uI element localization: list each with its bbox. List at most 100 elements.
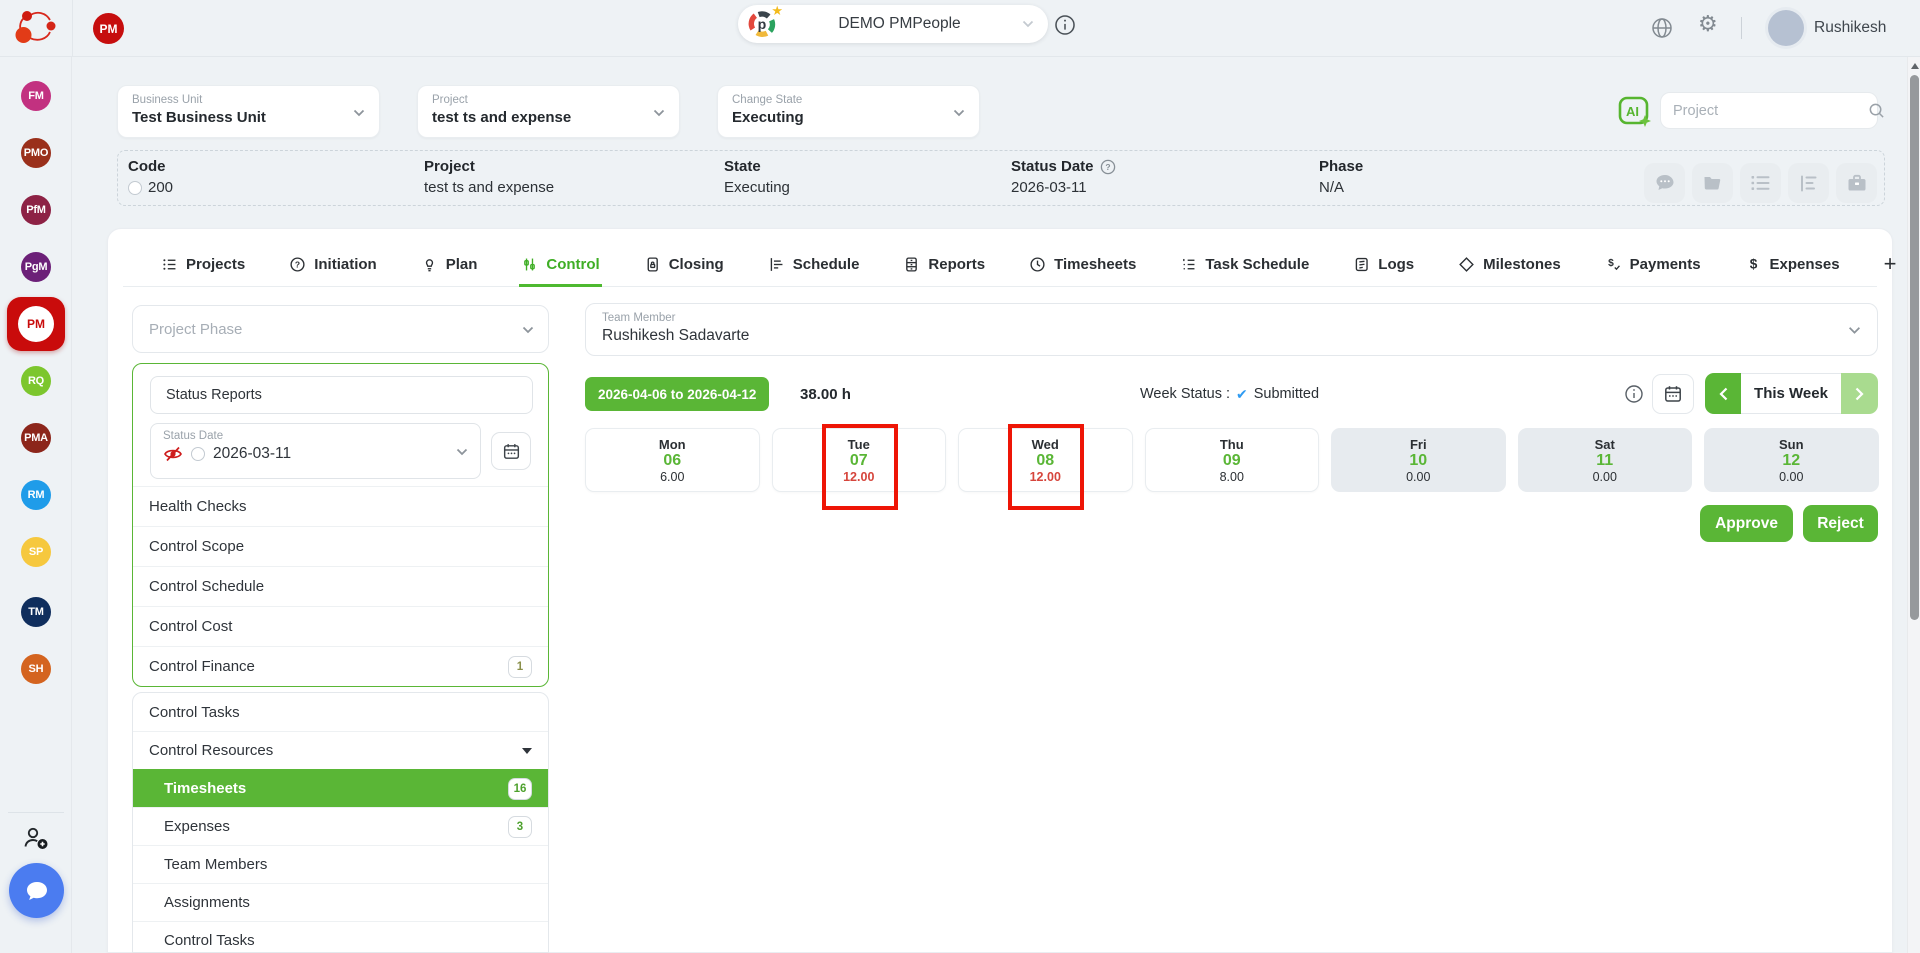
list-item-health-checks[interactable]: Health Checks [133,486,548,526]
tree-view-button[interactable] [1788,163,1829,203]
menu-item-control-resources[interactable]: Control Resources [133,731,548,769]
project-label: Project [432,94,468,106]
code-radio[interactable] [128,180,142,195]
previous-week-button[interactable] [1705,373,1741,414]
tab-plan[interactable]: Plan [419,243,480,287]
sidebar-role-tm[interactable]: TM [21,597,51,627]
page-scrollbar[interactable] [1907,57,1920,953]
tab-milestones[interactable]: Milestones [1456,243,1563,287]
status-date-dropdown[interactable]: Status Date 2026-03-11 [150,423,481,479]
header-separator [1741,17,1742,39]
search-icon[interactable] [1868,102,1885,119]
workspace-switcher[interactable]: p ★ DEMO PMPeople [738,3,1048,43]
workspace-info-icon[interactable] [1054,14,1076,36]
tab-projects[interactable]: Projects [159,243,247,287]
menu-item-assignments[interactable]: Assignments [133,883,548,921]
documents-folder-button[interactable] [1692,163,1733,203]
project-dropdown[interactable]: Project test ts and expense [417,85,680,138]
sidebar-bottom-divider [8,812,64,813]
sidebar-role-sh[interactable]: SH [21,654,51,684]
list-item-control-scope[interactable]: Control Scope [133,526,548,566]
user-avatar[interactable] [1768,10,1804,46]
status-date-label: Status Date [1011,158,1094,175]
tab-control[interactable]: Control [519,243,602,287]
count-badge: 3 [508,815,532,838]
sidebar-role-pmo[interactable]: PMO [21,138,51,168]
next-week-button-disabled[interactable] [1841,373,1878,414]
tab-label: Schedule [792,255,860,273]
chat-dots-icon [1656,175,1673,190]
status-reports-field[interactable]: Status Reports [150,376,533,414]
day-card-wed[interactable]: Wed 08 12.00 [958,424,1133,510]
tab-label: Milestones [1483,255,1561,273]
svg-text:$: $ [1749,256,1757,271]
sidebar-role-pfm[interactable]: PfM [21,195,51,225]
day-card-tue[interactable]: Tue 07 12.00 [771,424,946,510]
status-date-radio[interactable] [191,447,205,461]
tab-expenses[interactable]: $ Expenses [1743,243,1842,287]
project-phase-dropdown[interactable]: Project Phase [132,305,549,353]
sidebar-role-pm-active[interactable]: PM [7,297,65,351]
day-card-thu[interactable]: Thu 09 8.00 [1144,428,1319,492]
portfolio-button[interactable] [1836,163,1877,203]
sidebar-role-pma[interactable]: PMA [21,423,51,453]
sidebar-role-fm[interactable]: FM [21,81,51,111]
menu-item-team-members[interactable]: Team Members [133,845,548,883]
week-status: Week Status : ✔ Submitted [1140,386,1319,403]
tab-task-schedule[interactable]: Task Schedule [1178,243,1311,287]
reject-button[interactable]: Reject [1803,505,1878,542]
tab-reports[interactable]: Reports [901,243,987,287]
language-globe-icon[interactable] [1650,16,1674,40]
menu-item-timesheets-selected[interactable]: Timesheets 16 [133,769,548,807]
project-search-input[interactable] [1673,102,1860,119]
tab-logs[interactable]: Logs [1351,243,1416,287]
bullet-list-icon [1751,176,1770,190]
pmpeople-network-logo-icon[interactable] [13,7,59,49]
list-item-control-schedule[interactable]: Control Schedule [133,566,548,606]
user-name[interactable]: Rushikesh [1814,19,1887,36]
chat-fab-button[interactable] [9,863,64,918]
sidebar-role-sp[interactable]: SP [21,537,51,567]
comments-button[interactable] [1644,163,1685,203]
ai-assistant-icon[interactable]: AI [1616,93,1654,131]
tab-schedule[interactable]: Schedule [766,243,862,287]
sidebar-role-rm[interactable]: RM [21,480,51,510]
status-date-calendar-button[interactable] [491,432,531,470]
week-info-icon[interactable] [1624,384,1644,404]
chat-bubble-icon [26,881,47,900]
menu-item-control-tasks[interactable]: Control Tasks [149,703,240,721]
sidebar-role-rq[interactable]: RQ [21,366,51,396]
day-card-mon[interactable]: Mon 06 6.00 [585,428,760,492]
list-item-control-finance[interactable]: Control Finance 1 [133,646,548,686]
list-view-button[interactable] [1740,163,1781,203]
this-week-button[interactable]: This Week [1741,373,1841,414]
tab-payments[interactable]: $ Payments [1603,243,1703,287]
tab-initiation[interactable]: ? Initiation [287,243,379,287]
top-bar: PM p ★ DEMO PMPeople ⚙ Rushikesh [0,0,1920,57]
day-card-sun[interactable]: Sun 12 0.00 [1704,428,1879,492]
state-value: Executing [724,179,790,196]
eye-slash-icon[interactable] [163,445,183,463]
tab-closing[interactable]: Closing [642,243,726,287]
scrollbar-up-arrow[interactable] [1910,63,1919,69]
project-tabs: Projects ? Initiation Plan Control Closi… [123,243,1896,287]
change-state-dropdown[interactable]: Change State Executing [717,85,980,138]
approve-button[interactable]: Approve [1700,505,1793,542]
menu-item-control-tasks-2[interactable]: Control Tasks [133,921,548,952]
help-question-icon[interactable]: ? [1100,159,1116,175]
day-card-sat[interactable]: Sat 11 0.00 [1517,428,1692,492]
settings-gear-icon[interactable]: ⚙ [1698,11,1718,36]
tab-timesheets[interactable]: Timesheets [1027,243,1138,287]
list-item-control-cost[interactable]: Control Cost [133,606,548,646]
business-unit-dropdown[interactable]: Business Unit Test Business Unit [117,85,380,138]
sidebar-role-pgm[interactable]: PgM [21,252,51,282]
menu-item-expenses[interactable]: Expenses 3 [133,807,548,845]
project-value: test ts and expense [424,179,555,196]
add-user-icon[interactable] [22,825,50,851]
day-card-fri[interactable]: Fri 10 0.00 [1331,428,1506,492]
team-member-dropdown[interactable]: Team Member Rushikesh Sadavarte [585,303,1878,356]
current-role-badge[interactable]: PM [93,13,124,44]
scrollbar-thumb[interactable] [1910,75,1919,620]
week-calendar-button[interactable] [1652,374,1694,414]
tab-add-plus[interactable]: + [1882,243,1899,287]
